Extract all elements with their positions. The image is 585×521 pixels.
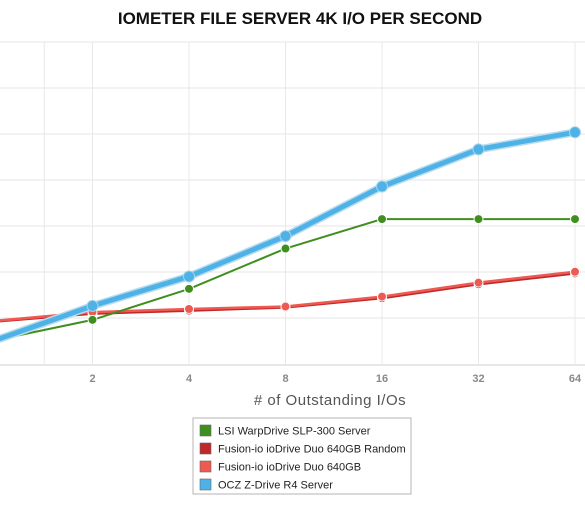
x-tick-labels: 2 4 8 16 32 64 <box>89 373 582 385</box>
x-tick-label: 4 <box>186 373 193 385</box>
x-tick-label: 8 <box>282 373 288 385</box>
legend: LSI WarpDrive SLP-300 Server Fusion-io io… <box>192 417 412 495</box>
legend-box <box>192 417 412 495</box>
legend-label: OCZ Z-Drive R4 Server <box>218 480 333 492</box>
data-point <box>377 291 387 302</box>
data-point <box>473 214 484 225</box>
data-point <box>279 230 292 243</box>
data-point <box>472 143 485 156</box>
data-point <box>184 304 194 314</box>
data-point <box>280 243 291 254</box>
data-point <box>184 283 194 294</box>
legend-swatch <box>199 478 212 491</box>
legend-swatch <box>199 424 212 437</box>
legend-swatch <box>199 460 212 473</box>
data-point <box>377 214 387 225</box>
chart-title: IOMETER FILE SERVER 4K I/O PER SECOND <box>118 9 482 28</box>
data-point <box>183 270 195 283</box>
x-axis-label: # of Outstanding I/Os <box>254 392 406 409</box>
legend-swatch <box>199 442 212 455</box>
data-point <box>280 301 291 312</box>
legend-label: Fusion-io ioDrive Duo 640GB <box>218 462 361 474</box>
legend-label: LSI WarpDrive SLP-300 Server <box>218 426 371 438</box>
series-group <box>0 126 581 343</box>
x-tick-label: 32 <box>472 373 484 385</box>
data-point <box>570 266 580 277</box>
data-point <box>86 299 99 312</box>
data-point <box>569 126 581 139</box>
x-tick-label: 64 <box>569 373 582 385</box>
data-point <box>87 314 98 325</box>
x-tick-label: 16 <box>376 373 388 385</box>
grid <box>0 41 585 366</box>
legend-label: Fusion-io ioDrive Duo 640GB Random <box>218 444 406 456</box>
series-line <box>0 270 576 322</box>
data-point <box>570 214 580 225</box>
data-point <box>376 180 388 193</box>
data-point <box>473 277 484 288</box>
x-tick-label: 2 <box>89 373 95 385</box>
